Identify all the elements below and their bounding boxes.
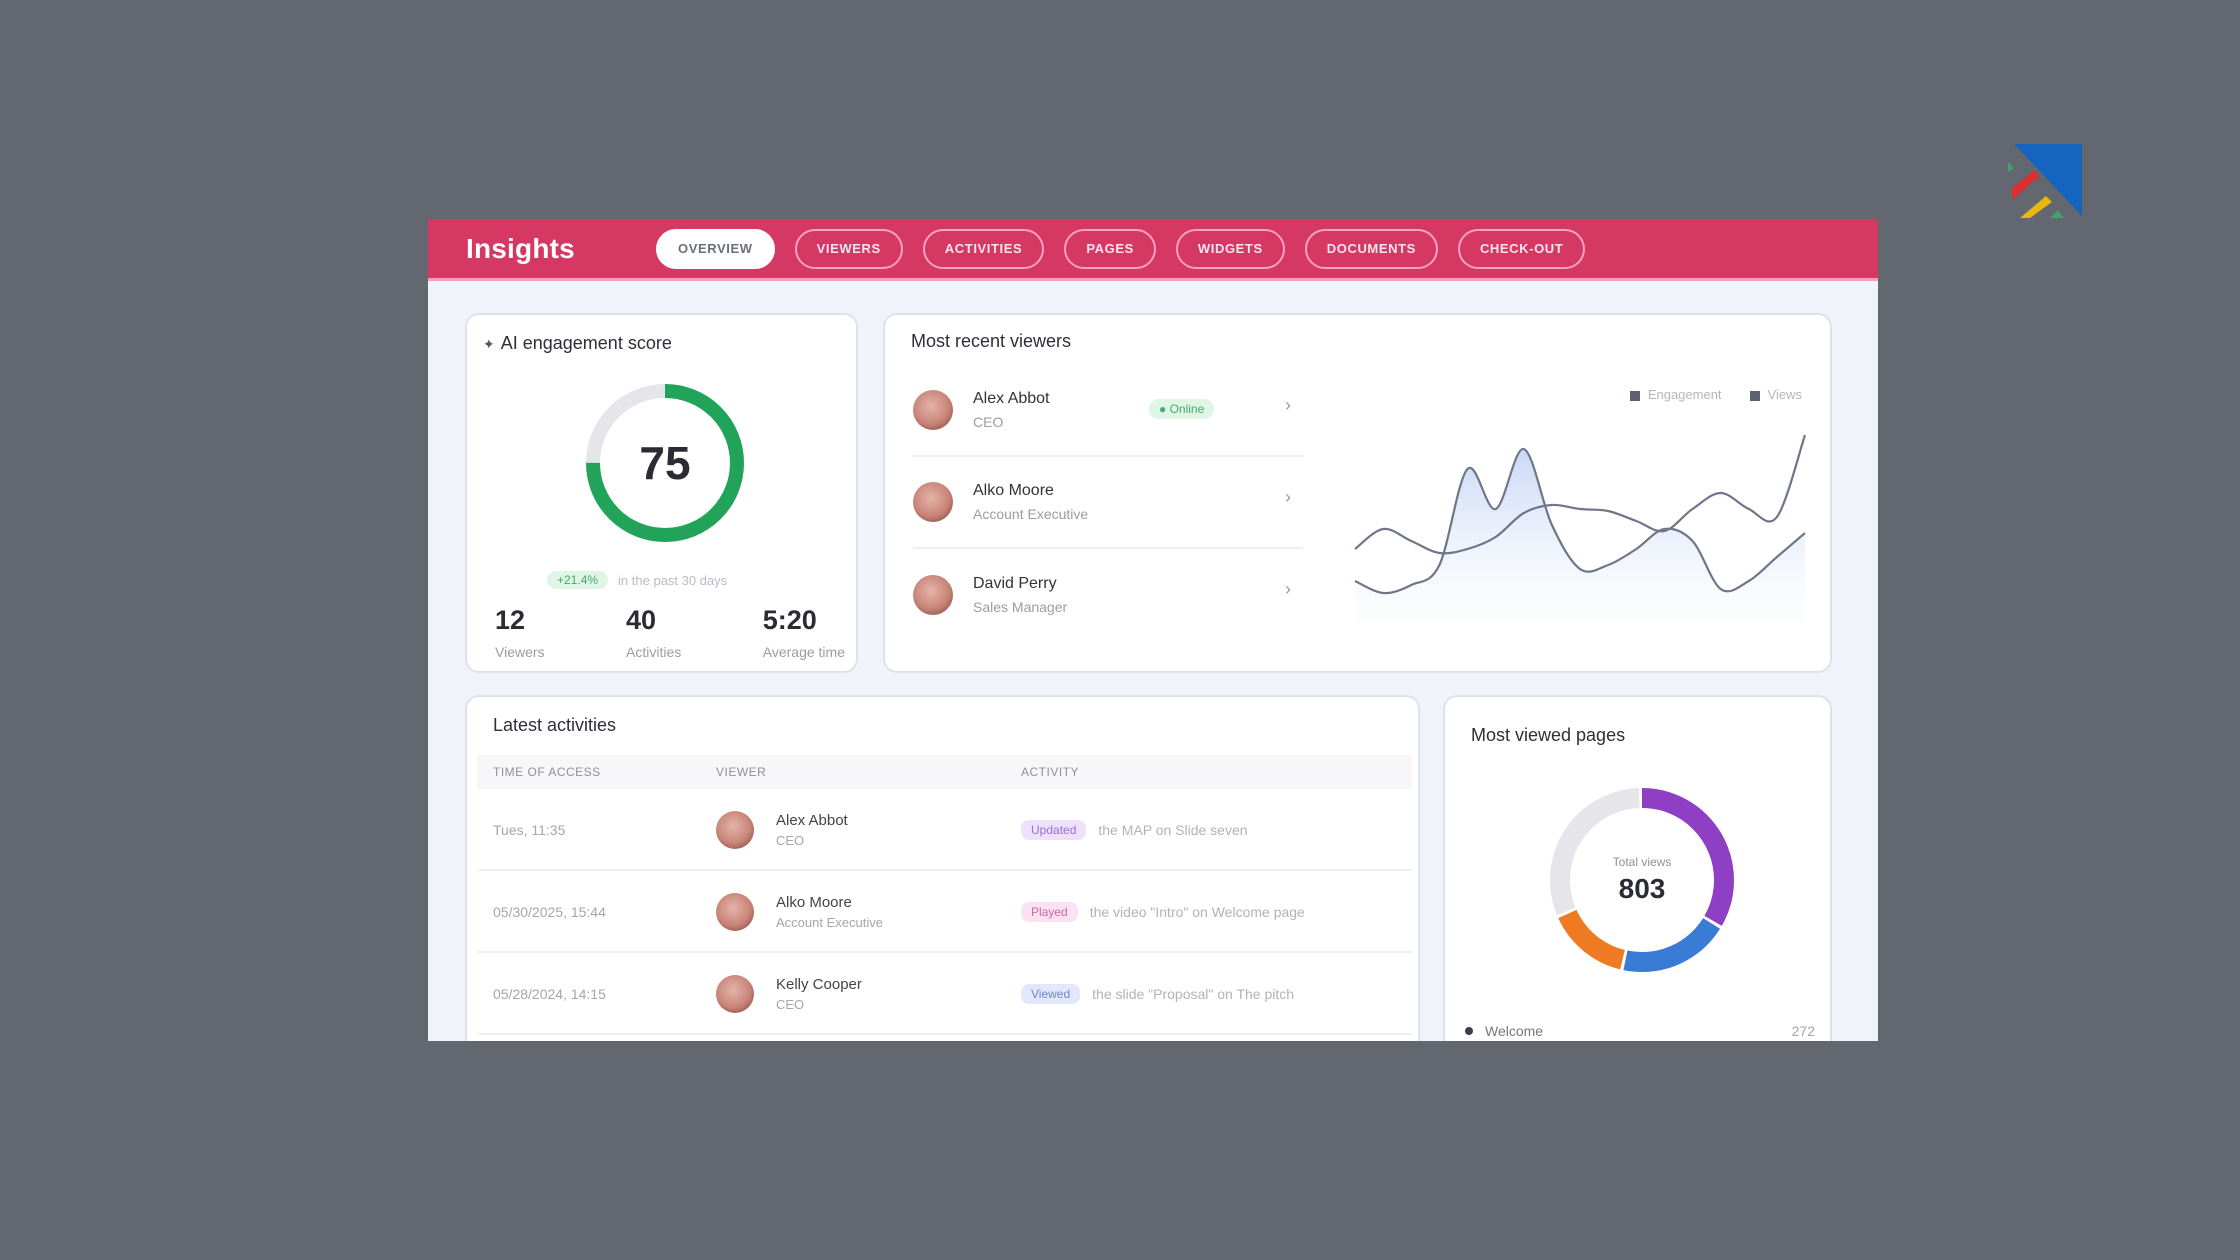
tab-widgets[interactable]: Widgets [1175, 228, 1285, 269]
column-activity[interactable]: Activity [1021, 765, 1080, 779]
table-row[interactable]: Tues, 11:35 Alex Abbot CEO Updated the M… [477, 791, 1412, 871]
insights-dashboard: Insights Overview Viewers Activities Pag… [428, 219, 1878, 1041]
tab-pages[interactable]: Pages [1064, 228, 1156, 269]
stat-viewers: 12 Viewers [495, 605, 545, 660]
chevron-right-icon[interactable]: › [1285, 579, 1291, 599]
tab-viewers[interactable]: Viewers [794, 228, 903, 269]
recent-viewers-card: Most recent viewers Alex Abbot CEO ● Onl… [883, 313, 1832, 673]
engagement-card-title: ✦ AI engagement score [483, 333, 672, 353]
tab-check-out[interactable]: Check-out [1457, 228, 1586, 269]
app-header: Insights Overview Viewers Activities Pag… [428, 219, 1878, 281]
trend-caption: in the past 30 days [618, 572, 728, 588]
engagement-trend: +21.4% in the past 30 days [547, 571, 727, 589]
table-row[interactable]: 05/30/2025, 15:44 Alko Moore Account Exe… [477, 873, 1412, 953]
legend-engagement[interactable]: Engagement [1629, 387, 1722, 402]
column-time-of-access[interactable]: Time of access [493, 765, 601, 779]
donut-center: Total views 803 [1612, 855, 1672, 904]
brand-logo-icon [2008, 144, 2082, 218]
avatar [913, 575, 953, 615]
chevron-right-icon[interactable]: › [1285, 487, 1291, 507]
online-status-badge: ● Online [1149, 399, 1215, 419]
avatar [716, 811, 754, 849]
page-list-item[interactable]: Welcome 272 [1465, 1023, 1815, 1039]
page-views-donut-chart [1550, 788, 1734, 972]
engagement-stats: 12 Viewers 40 Activities 5:20 Average ti… [495, 605, 845, 660]
legend-views[interactable]: Views [1749, 387, 1802, 402]
app-title: Insights [466, 232, 575, 264]
most-viewed-pages-card: Most viewed pages Total views 803 Welcom… [1443, 695, 1832, 1041]
sparkle-icon: ✦ [483, 336, 495, 352]
latest-activities-card: Latest activities Time of access Viewer … [465, 695, 1420, 1041]
viewer-item[interactable]: Alko Moore Account Executive › [913, 457, 1303, 549]
engagement-gauge [586, 384, 744, 542]
avatar [913, 482, 953, 522]
chevron-right-icon[interactable]: › [1285, 395, 1291, 415]
latest-activities-title: Latest activities [493, 715, 617, 735]
tab-overview[interactable]: Overview [656, 228, 775, 269]
engagement-score-card: ✦ AI engagement score 75 +21.4% in the pa… [465, 313, 858, 673]
avatar [716, 893, 754, 931]
most-viewed-pages-title: Most viewed pages [1471, 725, 1626, 745]
chart-legend: Engagement Views [1629, 387, 1802, 402]
activity-tag: Updated [1021, 820, 1087, 840]
viewer-item[interactable]: Alex Abbot CEO ● Online › [913, 365, 1303, 457]
stat-activities: 40 Activities [626, 605, 682, 660]
table-row[interactable]: 05/28/2024, 14:15 Kelly Cooper CEO Viewe… [477, 955, 1412, 1035]
avatar [716, 975, 754, 1013]
viewer-activity-line-chart [1354, 434, 1807, 625]
tab-bar: Overview Viewers Activities Pages Widget… [656, 228, 1586, 269]
trend-badge: +21.4% [547, 571, 609, 589]
engagement-score-value: 75 [639, 437, 691, 489]
tab-activities[interactable]: Activities [922, 228, 1045, 269]
viewer-item[interactable]: David Perry Sales Manager › [913, 549, 1303, 641]
column-viewer[interactable]: Viewer [716, 765, 767, 779]
stat-average-time: 5:20 Average time [762, 605, 845, 660]
bullet-icon [1465, 1027, 1473, 1035]
viewer-list: Alex Abbot CEO ● Online › Alko Moore Acc… [913, 365, 1303, 641]
recent-viewers-title: Most recent viewers [911, 331, 1072, 351]
avatar [913, 390, 953, 430]
activity-tag: Played [1021, 902, 1078, 922]
activity-tag: Viewed [1021, 984, 1081, 1004]
tab-documents[interactable]: Documents [1304, 228, 1438, 269]
table-header: Time of access Viewer Activity [477, 755, 1412, 789]
